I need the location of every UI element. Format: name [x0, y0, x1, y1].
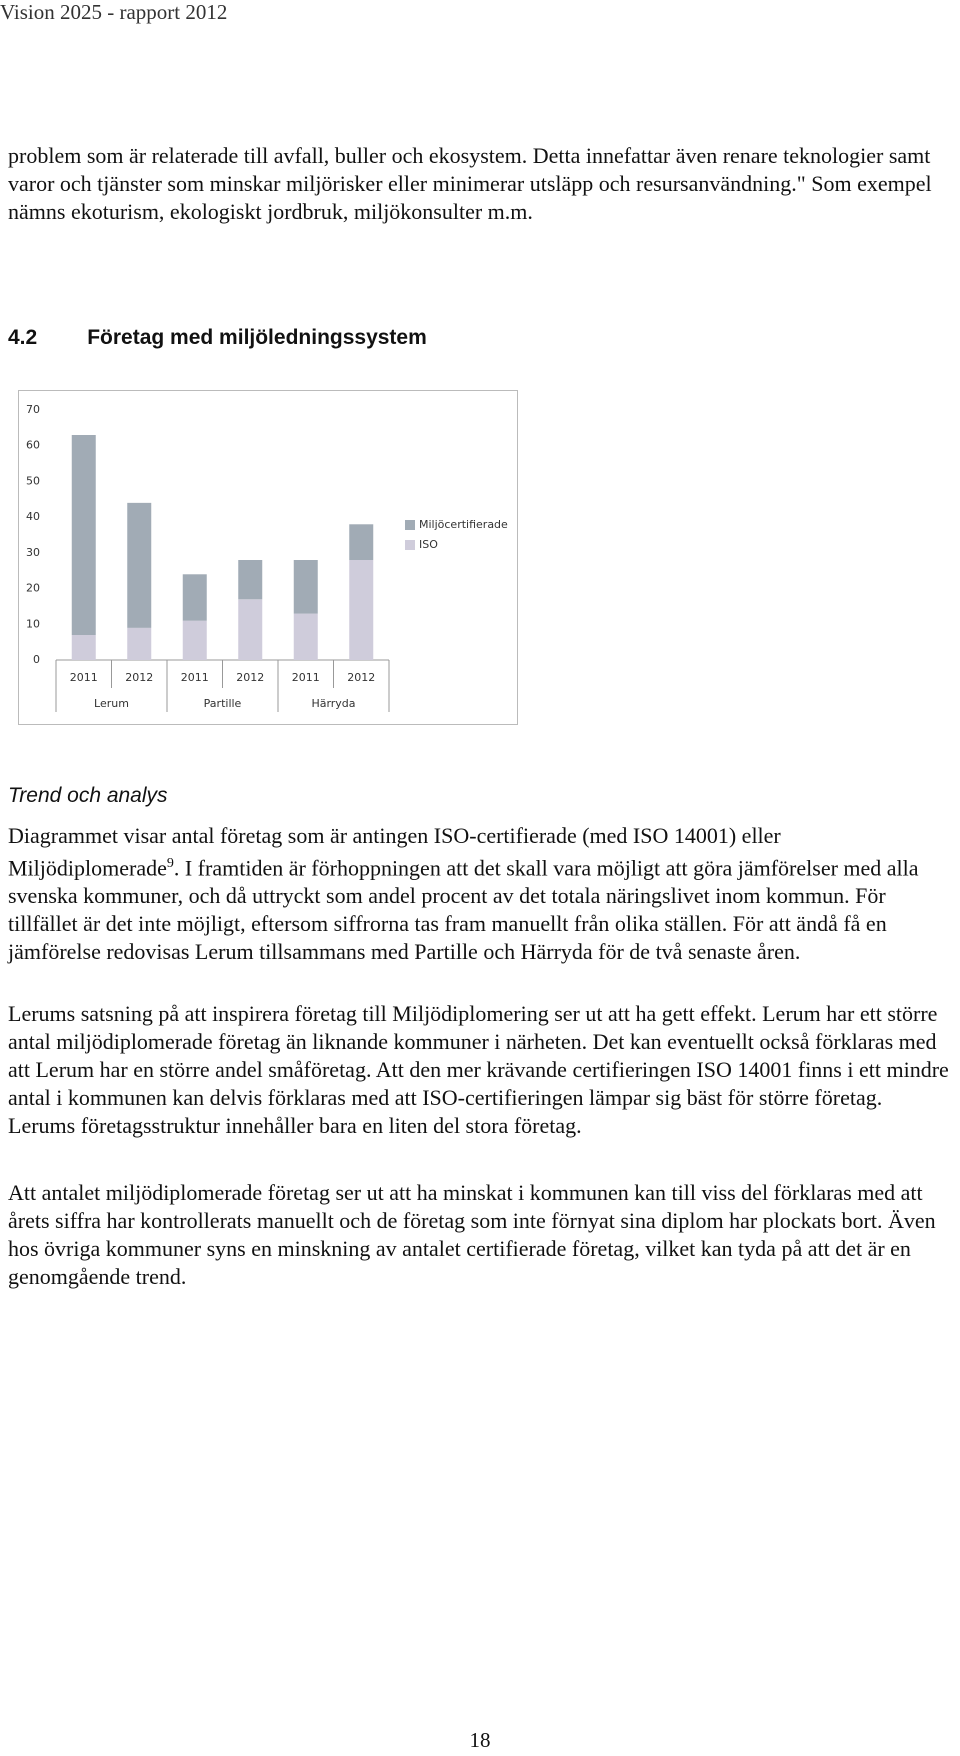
- footnote-ref: 9: [166, 856, 174, 871]
- x-tick-label: 2011: [70, 671, 98, 684]
- bar-segment: [127, 627, 152, 660]
- section-title: Företag med miljöledningssystem: [87, 326, 427, 349]
- bar-segment: [293, 560, 318, 614]
- y-tick-label: 60: [26, 439, 40, 452]
- bar-segment: [71, 435, 96, 635]
- legend-swatch: [405, 520, 415, 530]
- group-label: Härryda: [311, 697, 355, 710]
- y-tick-label: 10: [26, 617, 40, 630]
- paragraph: Diagrammet visar antal företag som är an…: [8, 822, 954, 966]
- section-heading: 4.2 Företag med miljöledningssystem: [8, 326, 427, 350]
- bar-segment: [293, 613, 318, 660]
- x-tick-label: 2011: [181, 671, 209, 684]
- x-tick-label: 2012: [236, 671, 264, 684]
- subheading: Trend och analys: [8, 784, 168, 807]
- x-tick-label: 2011: [292, 671, 320, 684]
- section-number: 4.2: [8, 326, 38, 349]
- paragraph: problem som är relaterade till avfall, b…: [8, 143, 932, 224]
- bar-segment: [349, 524, 374, 560]
- bar-segment: [71, 635, 96, 660]
- bar-segment: [238, 599, 263, 660]
- bar-segment: [182, 620, 207, 660]
- x-tick-label: 2012: [125, 671, 153, 684]
- x-tick-label: 2012: [347, 671, 375, 684]
- legend-label: ISO: [419, 538, 438, 551]
- header: Vision 2025 - rapport 2012: [0, 0, 228, 24]
- y-tick-label: 70: [26, 403, 40, 416]
- y-tick-label: 20: [26, 582, 40, 595]
- group-label: Lerum: [94, 697, 129, 710]
- bar-segment: [127, 502, 152, 628]
- chart-frame: [18, 390, 518, 725]
- paragraph: Att antalet miljödiplomerade företag ser…: [8, 1180, 936, 1289]
- chart: 0 10 20 30 40 50 60 70 2011 2012 2011 2012 2011 2012 L…: [18, 390, 518, 725]
- bar-segment: [349, 560, 374, 660]
- y-tick-label: 30: [26, 546, 40, 559]
- text: . I framtiden är förhoppningen att det s…: [8, 855, 919, 965]
- group-label: Partille: [204, 697, 242, 710]
- legend-swatch: [405, 540, 415, 550]
- bar-segment: [238, 560, 263, 600]
- paragraph: Lerums satsning på att inspirera företag…: [8, 1001, 949, 1138]
- y-tick-label: 40: [26, 510, 40, 523]
- y-tick-label: 50: [26, 474, 40, 487]
- y-tick-label: 0: [33, 653, 40, 666]
- legend-label: Miljöcertifierade: [419, 518, 508, 531]
- text: Diagrammet visar antal företag som är an…: [8, 823, 781, 881]
- page-number: 18: [469, 1728, 491, 1752]
- bar-segment: [182, 574, 207, 621]
